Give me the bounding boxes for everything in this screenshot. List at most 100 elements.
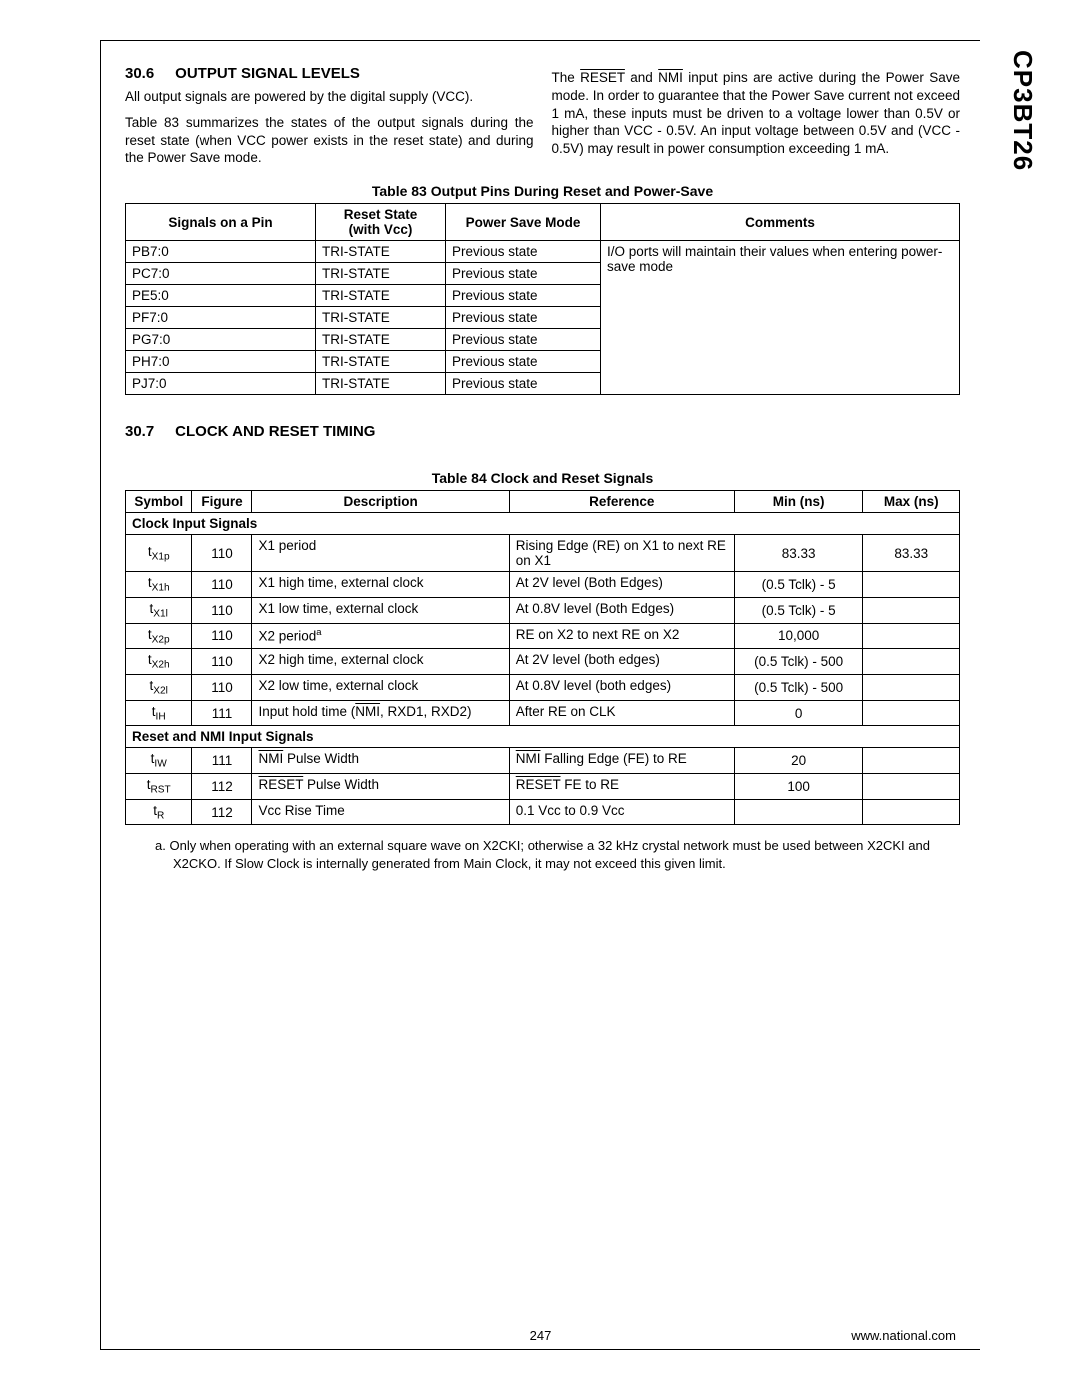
col-figure: Figure — [192, 491, 252, 513]
cell-reset: TRI-STATE — [316, 329, 446, 351]
cell-pin: PC7:0 — [126, 263, 316, 285]
cell-max — [863, 799, 960, 825]
cell-reset: TRI-STATE — [316, 373, 446, 395]
cell-symbol: tX1l — [126, 597, 192, 623]
col-max: Max (ns) — [863, 491, 960, 513]
cell-figure: 110 — [192, 535, 252, 572]
table-row: tX2h110X2 high time, external clockAt 2V… — [126, 649, 960, 675]
cell-min: 20 — [734, 748, 863, 774]
cell-max — [863, 597, 960, 623]
cell-max — [863, 700, 960, 726]
section-number: 30.6 — [125, 65, 171, 82]
col-comments: Comments — [601, 204, 960, 241]
col-reference: Reference — [509, 491, 734, 513]
table-row: tR112Vcc Rise Time0.1 Vcc to 0.9 Vcc — [126, 799, 960, 825]
cell-pin: PJ7:0 — [126, 373, 316, 395]
cell-symbol: tX1h — [126, 572, 192, 598]
cell-description: X2 low time, external clock — [252, 675, 509, 701]
page-frame: 30.6 OUTPUT SIGNAL LEVELS All output sig… — [100, 40, 980, 1350]
cell-max — [863, 774, 960, 800]
cell-psm: Previous state — [446, 351, 601, 373]
cell-figure: 111 — [192, 748, 252, 774]
paragraph: Table 83 summarizes the states of the ou… — [125, 114, 534, 167]
table-row: tX2l110X2 low time, external clockAt 0.8… — [126, 675, 960, 701]
cell-reference: After RE on CLK — [509, 700, 734, 726]
cell-reference: At 2V level (both edges) — [509, 649, 734, 675]
cell-psm: Previous state — [446, 307, 601, 329]
cell-symbol: tX1p — [126, 535, 192, 572]
table-row: tX1l110X1 low time, external clockAt 0.8… — [126, 597, 960, 623]
cell-min: 100 — [734, 774, 863, 800]
cell-figure: 110 — [192, 597, 252, 623]
cell-min: 10,000 — [734, 623, 863, 649]
cell-min: (0.5 Tclk) - 500 — [734, 649, 863, 675]
cell-min: (0.5 Tclk) - 5 — [734, 572, 863, 598]
col-description: Description — [252, 491, 509, 513]
cell-psm: Previous state — [446, 263, 601, 285]
cell-psm: Previous state — [446, 373, 601, 395]
page-footer: 247 www.national.com — [125, 1328, 956, 1343]
cell-figure: 112 — [192, 774, 252, 800]
cell-pin: PB7:0 — [126, 241, 316, 263]
cell-description: X1 period — [252, 535, 509, 572]
footnote: a. Only when operating with an external … — [155, 837, 930, 872]
cell-pin: PG7:0 — [126, 329, 316, 351]
cell-reference: 0.1 Vcc to 0.9 Vcc — [509, 799, 734, 825]
section-title: CLOCK AND RESET TIMING — [175, 423, 375, 440]
cell-description: Input hold time (NMI, RXD1, RXD2) — [252, 700, 509, 726]
cell-min — [734, 799, 863, 825]
cell-max — [863, 748, 960, 774]
table-row: tRST112RESET Pulse WidthRESET FE to RE10… — [126, 774, 960, 800]
reset-signal: RESET — [580, 70, 625, 85]
cell-psm: Previous state — [446, 241, 601, 263]
cell-description: Vcc Rise Time — [252, 799, 509, 825]
cell-figure: 110 — [192, 572, 252, 598]
table-84: Symbol Figure Description Reference Min … — [125, 490, 960, 825]
paragraph: The RESET and NMI input pins are active … — [552, 69, 961, 158]
table-84-caption: Table 84 Clock and Reset Signals — [125, 470, 960, 486]
cell-figure: 110 — [192, 623, 252, 649]
cell-reference: NMI Falling Edge (FE) to RE — [509, 748, 734, 774]
cell-max — [863, 675, 960, 701]
col-power-save: Power Save Mode — [446, 204, 601, 241]
table-row: tIH111Input hold time (NMI, RXD1, RXD2)A… — [126, 700, 960, 726]
cell-psm: Previous state — [446, 329, 601, 351]
cell-symbol: tX2h — [126, 649, 192, 675]
cell-symbol: tRST — [126, 774, 192, 800]
table-row: PB7:0TRI-STATEPrevious stateI/O ports wi… — [126, 241, 960, 263]
cell-description: RESET Pulse Width — [252, 774, 509, 800]
section-number: 30.7 — [125, 423, 171, 440]
cell-reset: TRI-STATE — [316, 307, 446, 329]
table-row: tX2p110X2 periodaRE on X2 to next RE on … — [126, 623, 960, 649]
cell-description: X2 perioda — [252, 623, 509, 649]
cell-figure: 110 — [192, 649, 252, 675]
cell-max — [863, 623, 960, 649]
cell-reference: RESET FE to RE — [509, 774, 734, 800]
cell-min: 83.33 — [734, 535, 863, 572]
section-title: OUTPUT SIGNAL LEVELS — [175, 65, 360, 82]
document-id-side-label: CP3BT26 — [1007, 50, 1038, 171]
col-min: Min (ns) — [734, 491, 863, 513]
table-row: tX1p110X1 periodRising Edge (RE) on X1 t… — [126, 535, 960, 572]
cell-description: X1 high time, external clock — [252, 572, 509, 598]
cell-figure: 111 — [192, 700, 252, 726]
cell-reset: TRI-STATE — [316, 263, 446, 285]
cell-min: (0.5 Tclk) - 5 — [734, 597, 863, 623]
cell-max — [863, 572, 960, 598]
cell-description: X1 low time, external clock — [252, 597, 509, 623]
cell-symbol: tIW — [126, 748, 192, 774]
cell-max — [863, 649, 960, 675]
cell-max: 83.33 — [863, 535, 960, 572]
cell-reference: RE on X2 to next RE on X2 — [509, 623, 734, 649]
section-30-6-heading: 30.6 OUTPUT SIGNAL LEVELS — [125, 65, 534, 82]
col-symbol: Symbol — [126, 491, 192, 513]
cell-symbol: tX2l — [126, 675, 192, 701]
cell-reference: At 0.8V level (Both Edges) — [509, 597, 734, 623]
cell-pin: PH7:0 — [126, 351, 316, 373]
table-row: tIW111NMI Pulse WidthNMI Falling Edge (F… — [126, 748, 960, 774]
cell-description: NMI Pulse Width — [252, 748, 509, 774]
cell-symbol: tR — [126, 799, 192, 825]
table-83-caption: Table 83 Output Pins During Reset and Po… — [125, 183, 960, 199]
cell-pin: PF7:0 — [126, 307, 316, 329]
cell-pin: PE5:0 — [126, 285, 316, 307]
